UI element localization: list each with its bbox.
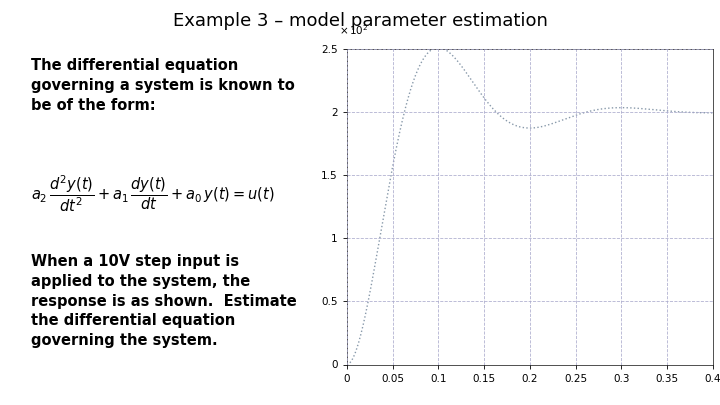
Text: The differential equation
governing a system is known to
be of the form:: The differential equation governing a sy…: [31, 58, 295, 113]
Text: $\times\,10^2$: $\times\,10^2$: [339, 23, 369, 37]
Text: $a_2\,\dfrac{d^2y(t)}{dt^2} + a_1\,\dfrac{dy(t)}{dt} + a_0\,y(t) = u(t)$: $a_2\,\dfrac{d^2y(t)}{dt^2} + a_1\,\dfra…: [31, 173, 275, 214]
Text: Example 3 – model parameter estimation: Example 3 – model parameter estimation: [173, 12, 547, 30]
Text: When a 10V step input is
applied to the system, the
response is as shown.  Estim: When a 10V step input is applied to the …: [31, 254, 297, 348]
